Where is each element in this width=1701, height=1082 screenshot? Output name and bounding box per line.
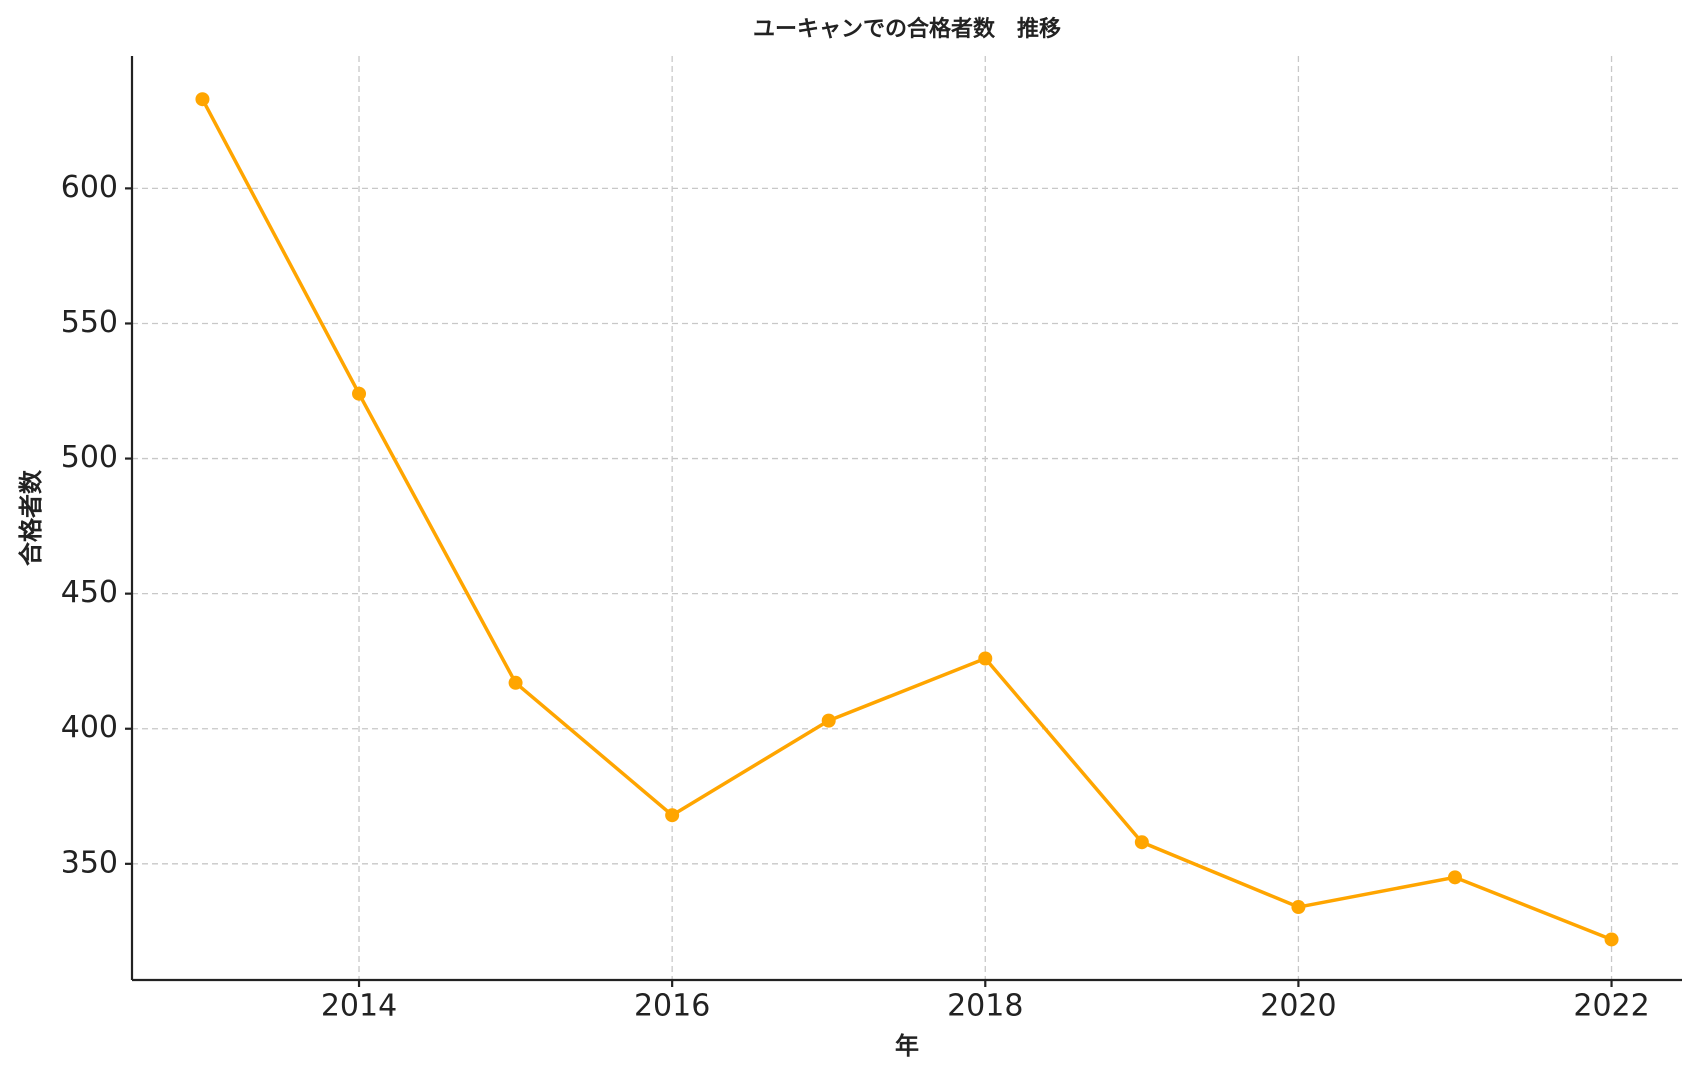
- y-axis-label: 合格者数: [17, 469, 45, 566]
- data-point: [1604, 932, 1619, 947]
- x-tick-label: 2018: [947, 989, 1023, 1024]
- y-tick-label: 450: [61, 575, 118, 610]
- x-tick-label: 2014: [321, 989, 397, 1024]
- data-point: [352, 386, 367, 401]
- y-tick-label: 350: [61, 845, 118, 880]
- data-point: [508, 675, 523, 690]
- x-tick-label: 2020: [1260, 989, 1336, 1024]
- data-point: [1134, 835, 1149, 850]
- data-line: [200, 98, 1613, 942]
- y-tick-label: 400: [61, 710, 118, 745]
- x-axis-label: 年: [895, 1032, 919, 1060]
- y-tick-label: 600: [61, 170, 118, 205]
- y-tick-label: 550: [61, 305, 118, 340]
- x-tick-label: 2022: [1573, 989, 1649, 1024]
- y-tick-label: 500: [61, 440, 118, 475]
- data-point: [665, 808, 680, 823]
- data-point: [195, 92, 210, 107]
- data-point: [821, 713, 836, 728]
- chart-title: ユーキャンでの合格者数 推移: [753, 16, 1061, 42]
- data-point: [1291, 900, 1306, 915]
- x-tick-label: 2016: [634, 989, 710, 1024]
- data-point: [1447, 870, 1462, 885]
- data-point: [978, 651, 993, 666]
